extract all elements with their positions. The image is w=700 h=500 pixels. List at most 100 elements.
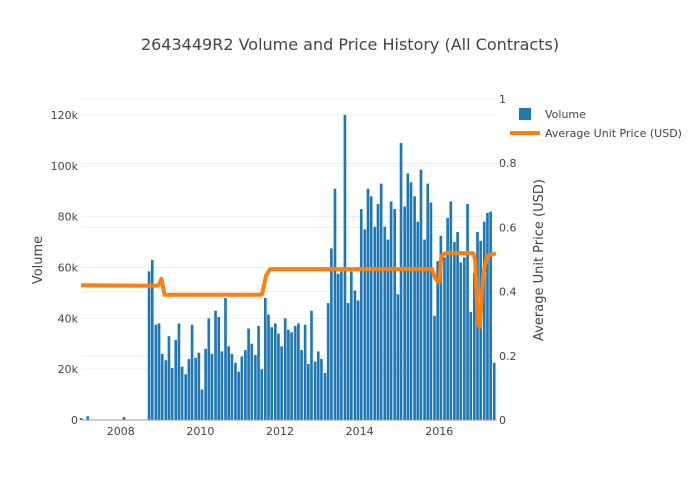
legend-item-volume[interactable]: Volume	[519, 108, 586, 121]
volume-bar[interactable]	[200, 389, 204, 421]
price-line-path[interactable]	[80, 251, 497, 329]
volume-bar[interactable]	[396, 294, 400, 420]
volume-bar[interactable]	[313, 361, 317, 420]
volume-bar[interactable]	[190, 324, 194, 420]
volume-bar[interactable]	[443, 257, 446, 420]
volume-bar[interactable]	[250, 343, 254, 420]
volume-bar[interactable]	[277, 333, 280, 420]
volume-bar[interactable]	[204, 348, 207, 420]
volume-bar[interactable]	[86, 416, 90, 420]
volume-bar[interactable]	[326, 303, 330, 420]
volume-bar[interactable]	[283, 318, 287, 420]
volume-bar[interactable]	[459, 262, 463, 420]
volume-bar[interactable]	[439, 235, 443, 420]
volume-bar[interactable]	[273, 323, 277, 420]
volume-bar[interactable]	[270, 327, 274, 420]
volume-bar[interactable]	[280, 346, 283, 420]
volume-bar[interactable]	[429, 202, 433, 420]
volume-bar[interactable]	[230, 353, 234, 420]
volume-bar[interactable]	[147, 271, 151, 420]
volume-bar[interactable]	[164, 360, 168, 420]
volume-bar[interactable]	[254, 355, 257, 420]
volume-bar[interactable]	[290, 332, 293, 420]
volume-bar[interactable]	[237, 371, 240, 420]
volume-bar[interactable]	[167, 336, 171, 420]
volume-bar[interactable]	[366, 188, 370, 420]
volume-bar[interactable]	[157, 323, 161, 420]
volume-bar[interactable]	[446, 217, 449, 420]
volume-bar[interactable]	[386, 239, 390, 420]
volume-bar[interactable]	[300, 350, 303, 420]
volume-bar[interactable]	[423, 239, 426, 420]
volume-bar[interactable]	[154, 324, 158, 420]
volume-bar[interactable]	[293, 325, 297, 420]
volume-bar[interactable]	[187, 359, 191, 420]
volume-bar[interactable]	[340, 271, 343, 420]
volume-bar[interactable]	[306, 364, 310, 420]
volume-bar[interactable]	[260, 369, 264, 420]
legend-item-price[interactable]: Average Unit Price (USD)	[510, 127, 682, 140]
volume-bar[interactable]	[492, 362, 496, 420]
volume-bar[interactable]	[184, 374, 188, 420]
volume-bar[interactable]	[240, 356, 244, 420]
volume-bar[interactable]	[373, 226, 377, 420]
volume-bar[interactable]	[376, 203, 380, 420]
volume-bar[interactable]	[194, 357, 197, 420]
volume-bar[interactable]	[263, 298, 267, 420]
volume-bar[interactable]	[197, 352, 201, 420]
volume-bar[interactable]	[257, 325, 260, 420]
volume-bar[interactable]	[399, 142, 403, 421]
volume-bar[interactable]	[316, 351, 320, 420]
volume-bar[interactable]	[369, 196, 373, 420]
volume-bar[interactable]	[79, 417, 83, 420]
volume-bar[interactable]	[406, 173, 410, 420]
volume-bar[interactable]	[489, 211, 492, 420]
volume-bar[interactable]	[456, 231, 459, 420]
volume-bar[interactable]	[393, 209, 397, 420]
volume-bar[interactable]	[449, 201, 453, 420]
volume-bar[interactable]	[436, 261, 440, 420]
volume-bar[interactable]	[160, 353, 164, 420]
volume-bar[interactable]	[379, 183, 383, 420]
volume-bar[interactable]	[419, 169, 423, 420]
volume-bar[interactable]	[463, 257, 466, 420]
volume-bar[interactable]	[180, 366, 184, 420]
volume-bar[interactable]	[403, 206, 406, 421]
volume-bar[interactable]	[224, 298, 227, 420]
volume-bar[interactable]	[359, 209, 363, 420]
volume-bar[interactable]	[234, 362, 237, 420]
volume-bar[interactable]	[310, 310, 313, 420]
volume-bar[interactable]	[214, 310, 217, 420]
volume-bar[interactable]	[409, 182, 413, 420]
volume-bar[interactable]	[472, 272, 476, 420]
volume-bar[interactable]	[247, 328, 250, 421]
volume-bar[interactable]	[356, 300, 360, 420]
volume-bar[interactable]	[336, 273, 340, 420]
volume-bar[interactable]	[150, 259, 154, 420]
volume-bar[interactable]	[320, 359, 323, 420]
volume-bar[interactable]	[389, 201, 393, 420]
volume-bar[interactable]	[267, 314, 270, 420]
volume-bar[interactable]	[330, 248, 333, 420]
volume-bar[interactable]	[174, 339, 178, 420]
volume-bar[interactable]	[453, 242, 456, 420]
volume-bar[interactable]	[170, 367, 174, 420]
volume-bar[interactable]	[469, 311, 473, 420]
volume-bar[interactable]	[220, 351, 224, 420]
volume-bar[interactable]	[207, 318, 211, 420]
volume-bar[interactable]	[333, 188, 337, 420]
volume-bar[interactable]	[482, 221, 486, 420]
volume-bar[interactable]	[287, 329, 290, 420]
volume-bar[interactable]	[486, 212, 489, 420]
volume-bar[interactable]	[217, 317, 221, 420]
volume-bar[interactable]	[416, 221, 420, 420]
volume-bar[interactable]	[303, 324, 307, 420]
volume-bar[interactable]	[426, 183, 430, 420]
volume-bar[interactable]	[244, 350, 247, 420]
volume-bar[interactable]	[363, 229, 367, 420]
volume-bar[interactable]	[383, 226, 387, 420]
volume-bar[interactable]	[227, 346, 231, 420]
volume-bar[interactable]	[353, 290, 357, 420]
volume-bar[interactable]	[210, 353, 214, 420]
volume-bar[interactable]	[413, 196, 416, 420]
